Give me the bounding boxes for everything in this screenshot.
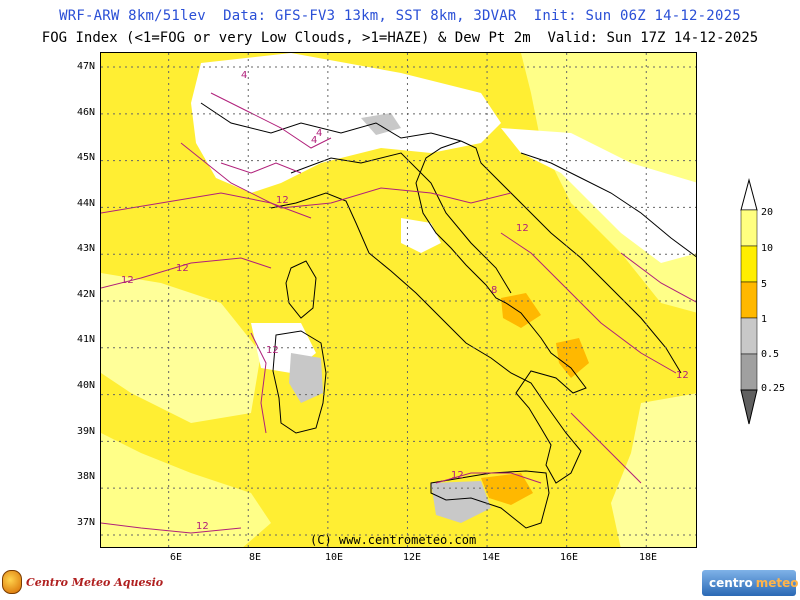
legend-label: 20: [761, 207, 774, 218]
contour-labels: 4 4 12 12 12 12 12 8 4 12 12 12: [121, 70, 689, 532]
legend-label: 10: [761, 243, 774, 254]
contour-label: 12: [121, 275, 134, 286]
right-logo-text-a: centro: [709, 576, 753, 590]
contour-ionian: [570, 412, 642, 484]
graticule: [101, 53, 696, 547]
alps-white-area: [191, 53, 501, 193]
lon-label: 6E: [169, 552, 183, 563]
lat-label: 47N: [76, 61, 95, 72]
contour-label: 12: [676, 370, 689, 381]
coast-sardinia: [272, 330, 327, 434]
contour-label: 8: [491, 285, 497, 296]
orange-pocket-apulia: [501, 293, 541, 328]
aquesio-badge-icon: [2, 570, 22, 594]
orange-pocket-sicily: [481, 473, 533, 505]
contour-label: 4: [311, 135, 317, 146]
lat-label: 38N: [76, 471, 95, 482]
legend-label: 0.5: [761, 349, 780, 360]
color-legend: [740, 178, 758, 425]
gray-fog-sicily: [431, 481, 491, 523]
balkan-white-area: [501, 128, 696, 263]
coast-italy-peninsula: [270, 140, 587, 484]
legend-top-arrow: [740, 178, 758, 211]
coast-adriatic-east: [460, 140, 682, 374]
legend-swatch-ge10: [740, 209, 758, 247]
lat-label: 40N: [76, 380, 95, 391]
dew-point-contours: [101, 92, 696, 534]
contour-label: 12: [196, 521, 209, 532]
contour-sicily: [435, 472, 542, 484]
model-info-title: WRF-ARW 8km/51lev Data: GFS-FV3 13km, SS…: [59, 8, 741, 24]
legend-bottom-arrow: [740, 389, 758, 425]
gray-fog-sardinia: [289, 353, 323, 403]
lon-label: 10E: [324, 552, 344, 563]
border-alps: [200, 102, 462, 142]
contour-alps-1: [210, 92, 332, 149]
coast-balkans: [520, 152, 696, 258]
lon-label: 16E: [559, 552, 579, 563]
legend-swatch-0.5to1: [740, 317, 758, 355]
lat-label: 39N: [76, 426, 95, 437]
product-title: FOG Index (<1=FOG or very Low Clouds, >1…: [41, 30, 759, 46]
contour-label: 12: [276, 195, 289, 206]
contour-label: 12: [451, 470, 464, 481]
lon-label: 18E: [638, 552, 658, 563]
lat-label: 43N: [76, 243, 95, 254]
lon-label: 8E: [248, 552, 262, 563]
contour-ligurian: [101, 192, 312, 219]
lat-label: 45N: [76, 152, 95, 163]
lon-label: 12E: [402, 552, 422, 563]
haze-white-patch-central: [401, 218, 441, 253]
centrometeo-logo[interactable]: centro meteo: [702, 570, 799, 596]
lat-label: 37N: [76, 517, 95, 528]
lat-label: 42N: [76, 289, 95, 300]
legend-swatch-1to5: [740, 281, 758, 319]
legend-label: 5: [761, 279, 768, 290]
contour-label: 4: [241, 70, 247, 81]
pale-zone-southwest: [101, 433, 271, 547]
fog-index-map: 4 4 12 12 12 12 12 8 4 12 12 12: [101, 53, 696, 547]
legend-label: 0.25: [761, 383, 786, 394]
left-logo-text: Centro Meteo Aquesio: [26, 575, 164, 589]
copyright-text: (C) www.centrometeo.com: [310, 533, 477, 547]
contour-alps-2: [220, 162, 302, 174]
border-regional: [290, 152, 512, 294]
contour-north: [180, 142, 512, 209]
lon-label: 14E: [481, 552, 501, 563]
legend-swatch-0.25to0.5: [740, 353, 758, 391]
contour-label: 4: [316, 128, 322, 139]
centro-meteo-aquesio-logo[interactable]: Centro Meteo Aquesio: [2, 570, 163, 594]
contour-balkan: [620, 252, 696, 303]
legend-swatch-5to10: [740, 245, 758, 283]
contour-adriatic: [500, 232, 677, 374]
right-logo-text-b: meteo: [755, 576, 799, 590]
lat-label: 44N: [76, 198, 95, 209]
contour-label: 12: [266, 345, 279, 356]
contour-label: 12: [176, 263, 189, 274]
contour-south: [101, 522, 242, 534]
contour-label: 12: [516, 223, 529, 234]
lat-label: 46N: [76, 107, 95, 118]
legend-label: 1: [761, 314, 768, 325]
contour-tyrrhenian: [101, 257, 272, 289]
lat-label: 41N: [76, 334, 95, 345]
pale-zone-southeast: [611, 393, 696, 547]
gray-fog-po-valley: [361, 113, 401, 135]
map-panel: 4 4 12 12 12 12 12 8 4 12 12 12: [100, 52, 697, 548]
borders: [200, 102, 512, 294]
coast-corsica: [285, 260, 317, 319]
